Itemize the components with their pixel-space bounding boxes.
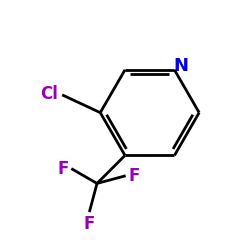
Text: F: F [84, 214, 95, 232]
Text: F: F [58, 160, 69, 178]
Text: F: F [128, 167, 140, 185]
Text: N: N [173, 57, 188, 75]
Text: Cl: Cl [40, 85, 58, 103]
